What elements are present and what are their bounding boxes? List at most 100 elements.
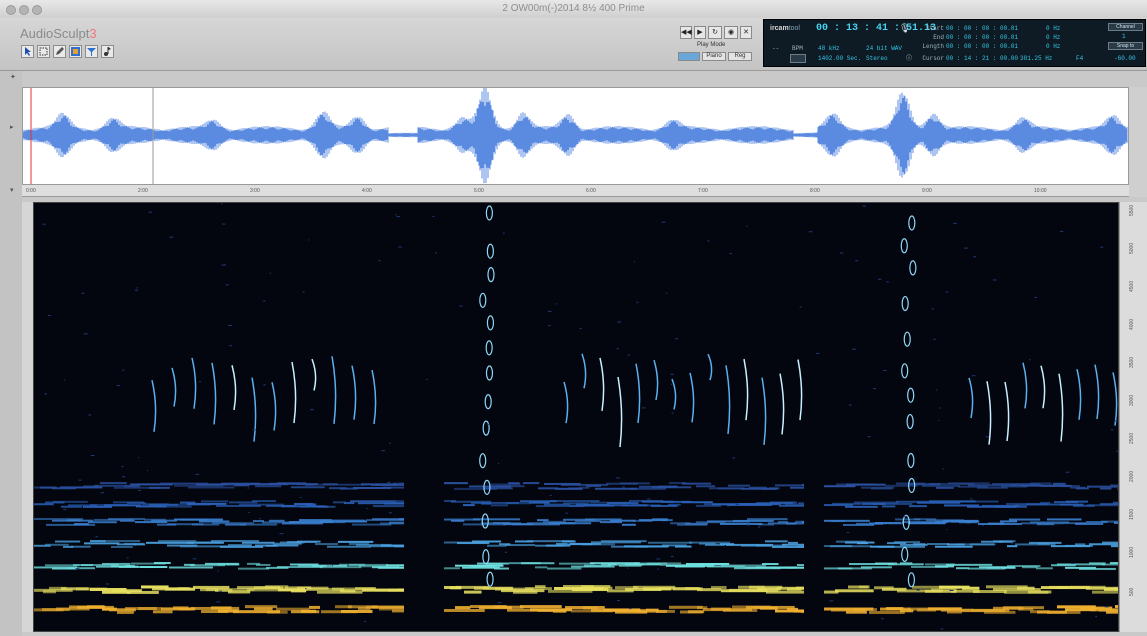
cursor-label: Cursor <box>922 55 944 62</box>
time-tick-label: 3:00 <box>250 188 260 194</box>
cursor-frequency: 381.25 Hz <box>1020 55 1053 62</box>
marquee-icon <box>39 47 48 56</box>
channel-value: 1 <box>1122 33 1126 40</box>
spectrogram-plot[interactable] <box>34 203 1118 631</box>
cursor-value: 00 : 14 : 21 : 00.00 <box>946 55 1019 62</box>
time-tick-label: 7:00 <box>698 188 708 194</box>
start-label: Start <box>925 25 944 32</box>
window-title: 2 OW00m(-)2014 8½ 400 Prime <box>502 3 645 14</box>
play-button[interactable]: ▶ <box>694 26 706 39</box>
left-marker-strip: ✦ ▸ ▾ <box>0 71 22 636</box>
duration: 1402.00 Sec. <box>818 55 862 62</box>
play-mode-piano[interactable]: Piano <box>702 52 726 61</box>
bpm-value: -- <box>772 45 780 52</box>
close-window-icon[interactable] <box>6 5 16 15</box>
play-mode-selected[interactable] <box>678 52 700 61</box>
time-tick-label: 10:00 <box>1034 188 1047 194</box>
end-label: End <box>933 34 944 41</box>
time-tick-label: 5:00 <box>474 188 484 194</box>
cursor-note: F4 <box>1076 55 1084 62</box>
frequency-tick-label: 3000 <box>1129 394 1135 406</box>
filter-icon <box>87 48 96 56</box>
arrow-icon <box>25 47 31 56</box>
main-time-display: 00 : 13 : 41 : 51.13 <box>816 23 937 34</box>
brand-light: tool <box>788 25 800 32</box>
zoom-window-icon[interactable] <box>32 5 42 15</box>
note-icon <box>104 47 111 56</box>
loop-icon: ↻ <box>712 29 718 36</box>
cursor-db: -60.00 <box>1114 55 1136 62</box>
play-mode-reg[interactable]: Reg <box>728 52 752 61</box>
listen-button[interactable]: ◉ <box>724 26 738 39</box>
time-tick-label: 4:00 <box>362 188 372 194</box>
play-mode-label: Play Mode <box>697 42 726 48</box>
scrub-tool-button[interactable] <box>101 45 114 58</box>
frequency-tick-label: 5000 <box>1129 242 1135 254</box>
channel-marker-icon: ▸ <box>10 124 14 131</box>
waveform-plot[interactable] <box>23 88 1128 184</box>
time-select-tool-button[interactable] <box>37 45 50 58</box>
channel-button[interactable]: Channel <box>1108 23 1143 31</box>
window-title-bar: 2 OW00m(-)2014 8½ 400 Prime <box>0 0 1147 19</box>
play-icon: ▶ <box>697 29 703 36</box>
rewind-icon: ◀◀ <box>681 29 692 36</box>
snap-button[interactable]: Snap to <box>1108 42 1143 50</box>
spectrogram-left-gutter <box>22 202 33 632</box>
channels: Stereo <box>866 55 888 62</box>
length-label: Length <box>922 43 944 50</box>
bpm-label: BPM <box>792 45 803 52</box>
waveform-vertical-scale <box>1129 87 1147 197</box>
select-tool-button[interactable] <box>21 45 34 58</box>
frequency-tick-label: 1000 <box>1129 546 1135 558</box>
app-version: 3 <box>89 26 97 41</box>
waveform-trace <box>23 88 1128 184</box>
frequency-tick-label: 4000 <box>1129 318 1135 330</box>
time-tick-label: 2:00 <box>138 188 148 194</box>
frequency-tick-label: 5500 <box>1129 204 1135 216</box>
frequency-tick-label: 2000 <box>1129 470 1135 482</box>
eye-icon: ◉ <box>727 29 735 36</box>
bit-depth: 24 bit WAV <box>866 45 903 52</box>
sample-rate: 48 kHz <box>818 45 840 52</box>
start-hz: 0 Hz <box>1046 25 1061 32</box>
collapse-icon[interactable]: ▾ <box>10 187 14 194</box>
frequency-tick-label: 1500 <box>1129 508 1135 520</box>
rewind-button[interactable]: ◀◀ <box>680 26 692 39</box>
end-value: 00 : 00 : 00 : 00.01 <box>946 34 1019 41</box>
length-value: 00 : 00 : 00 : 00.01 <box>946 43 1019 50</box>
pencil-icon <box>56 47 64 55</box>
start-value: 00 : 00 : 00 : 00.01 <box>946 25 1019 32</box>
time-tick-label: 9:00 <box>922 188 932 194</box>
frequency-tick-label: 2500 <box>1129 432 1135 444</box>
frequency-tick-label: 500 <box>1129 587 1135 596</box>
length-hz: 0 Hz <box>1046 43 1061 50</box>
info-icon[interactable]: ⓘ <box>906 55 913 62</box>
bpm-mode-button[interactable] <box>790 54 806 63</box>
ircam-logo: ircamtool <box>770 25 800 32</box>
microphone-icon: 🎙 <box>899 24 911 34</box>
pencil-tool-button[interactable] <box>53 45 66 58</box>
lcd-display: ircamtool 00 : 13 : 41 : 51.13 🎙 -- BPM … <box>763 19 1146 67</box>
waveform-view[interactable] <box>22 87 1129 185</box>
end-hz: 0 Hz <box>1046 34 1061 41</box>
time-tick-label: 6:00 <box>586 188 596 194</box>
time-tick-label: 0:00 <box>26 188 36 194</box>
brand-bold: ircam <box>770 25 789 32</box>
app-logo: AudioSculpt3 <box>20 26 97 41</box>
marker-icon[interactable]: ✦ <box>10 74 16 81</box>
frequency-tick-label: 4500 <box>1129 280 1135 292</box>
stop-icon: ✕ <box>743 29 749 36</box>
minimize-window-icon[interactable] <box>19 5 29 15</box>
spectrogram-harmonics <box>34 203 1118 630</box>
app-name: AudioSculpt <box>20 26 90 41</box>
time-ruler[interactable]: 0:00 2:00 3:00 4:00 5:00 6:00 7:00 8:00 9:00 10:0… <box>22 185 1129 197</box>
stop-button[interactable]: ✕ <box>740 26 752 39</box>
frequency-ruler[interactable]: 5500 5000 4500 4000 3500 3000 2500 2000 1500 1000… <box>1119 202 1147 632</box>
region-tool-button[interactable] <box>69 45 82 58</box>
time-tick-label: 8:00 <box>810 188 820 194</box>
region-icon <box>71 47 80 56</box>
frequency-tick-label: 3500 <box>1129 356 1135 368</box>
loop-button[interactable]: ↻ <box>708 26 722 39</box>
filter-tool-button[interactable] <box>85 45 98 58</box>
spectrogram-view[interactable] <box>33 202 1119 632</box>
